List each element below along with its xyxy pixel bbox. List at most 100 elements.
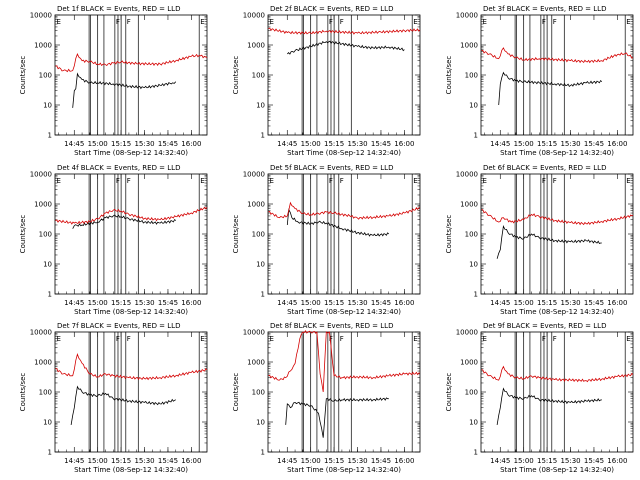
series-line-events — [496, 387, 602, 425]
plot-frame — [54, 173, 208, 295]
y-tick-label: 10 — [43, 102, 52, 110]
x-tick-label: 15:15 — [537, 140, 557, 148]
x-tick-label: 15:15 — [111, 299, 131, 307]
series-line-events — [287, 40, 405, 55]
y-tick-label: 1 — [48, 291, 52, 299]
x-tick-label: 15:30 — [560, 140, 580, 148]
y-tick-label: 10 — [43, 419, 52, 427]
y-tick-label: 10000 — [30, 171, 52, 179]
y-tick-label: 1000 — [34, 42, 52, 50]
flag-label: E — [413, 18, 417, 26]
flag-label: F — [116, 177, 120, 185]
x-tick-label: 14:45 — [490, 457, 510, 465]
x-tick-label: 15:45 — [584, 140, 604, 148]
flag-label: F — [340, 335, 344, 343]
x-tick-label: 15:00 — [514, 457, 534, 465]
x-tick-label: 15:15 — [111, 140, 131, 148]
flag-label: F — [329, 18, 333, 26]
y-tick-label: 100 — [465, 72, 478, 80]
series-line-lld — [481, 209, 634, 226]
x-axis-label: Start Time (08-Sep-12 14:32:40) — [74, 308, 188, 316]
x-tick-label: 15:45 — [371, 457, 391, 465]
flag-label: F — [116, 18, 120, 26]
y-tick-label: 1 — [474, 132, 478, 140]
y-axis-label: Counts/sec — [232, 56, 240, 95]
x-tick-label: 16:00 — [181, 140, 201, 148]
flag-label: F — [127, 335, 131, 343]
y-axis-label: Counts/sec — [445, 373, 453, 412]
flag-label: E — [57, 177, 61, 185]
plot-frame — [480, 14, 634, 136]
x-tick-label: 15:45 — [158, 457, 178, 465]
y-axis-label: Counts/sec — [445, 56, 453, 95]
series-line-lld — [268, 330, 421, 393]
x-tick-label: 15:00 — [301, 457, 321, 465]
flag-label: F — [329, 177, 333, 185]
y-tick-label: 10 — [43, 261, 52, 269]
flag-label: F — [553, 335, 557, 343]
x-axis-label: Start Time (08-Sep-12 14:32:40) — [287, 149, 401, 157]
x-tick-label: 15:15 — [537, 457, 557, 465]
flag-label: E — [626, 335, 630, 343]
x-tick-label: 15:15 — [324, 457, 344, 465]
y-axis-label: Counts/sec — [232, 373, 240, 412]
x-axis-label: Start Time (08-Sep-12 14:32:40) — [287, 466, 401, 474]
series-line-lld — [481, 365, 634, 383]
y-tick-label: 1 — [261, 449, 265, 457]
y-tick-label: 100 — [465, 231, 478, 239]
x-axis-label: Start Time (08-Sep-12 14:32:40) — [74, 466, 188, 474]
x-tick-label: 15:15 — [537, 299, 557, 307]
x-tick-label: 15:00 — [88, 299, 108, 307]
flag-label: F — [553, 18, 557, 26]
x-tick-label: 15:00 — [301, 140, 321, 148]
flag-label: E — [483, 177, 487, 185]
x-axis-label: Start Time (08-Sep-12 14:32:40) — [500, 466, 614, 474]
series-line-events — [496, 224, 602, 259]
x-tick-label: 15:30 — [134, 457, 154, 465]
plot-frame — [480, 173, 634, 295]
x-tick-label: 15:30 — [560, 299, 580, 307]
y-tick-label: 1000 — [247, 42, 265, 50]
series-line-lld — [55, 352, 208, 381]
y-tick-label: 100 — [252, 389, 265, 397]
y-tick-label: 1000 — [460, 201, 478, 209]
x-tick-label: 16:00 — [607, 140, 627, 148]
plot-frame — [267, 331, 421, 453]
y-tick-label: 100 — [39, 231, 52, 239]
x-tick-label: 16:00 — [607, 299, 627, 307]
panel-title: Det 8f BLACK = Events, RED = LLD — [270, 322, 393, 330]
y-tick-label: 100 — [465, 389, 478, 397]
x-tick-label: 16:00 — [181, 299, 201, 307]
x-tick-label: 14:45 — [277, 299, 297, 307]
flag-label: E — [483, 335, 487, 343]
x-tick-label: 15:45 — [584, 457, 604, 465]
plot-frame — [267, 173, 421, 295]
x-tick-label: 15:45 — [584, 299, 604, 307]
panel-title: Det 7f BLACK = Events, RED = LLD — [57, 322, 180, 330]
x-tick-label: 15:00 — [514, 140, 534, 148]
series-line-events — [286, 208, 390, 237]
series-line-lld — [268, 201, 421, 220]
y-tick-label: 1000 — [247, 201, 265, 209]
y-tick-label: 10 — [256, 261, 265, 269]
panel-det-7: Det 7f BLACK = Events, RED = LLD 1 10 100 10… — [19, 322, 208, 474]
flag-label: E — [57, 335, 61, 343]
flag-label: E — [270, 177, 274, 185]
y-tick-label: 1000 — [34, 359, 52, 367]
panel-det-8: Det 8f BLACK = Events, RED = LLD 1 10 100 10… — [232, 322, 421, 474]
panel-det-4: Det 4f BLACK = Events, RED = LLD 1 10 100 10… — [19, 164, 208, 316]
flag-label: F — [542, 177, 546, 185]
flag-label: F — [127, 177, 131, 185]
y-tick-label: 1000 — [34, 201, 52, 209]
x-tick-label: 15:15 — [111, 457, 131, 465]
x-tick-label: 15:30 — [347, 457, 367, 465]
flag-label: F — [127, 18, 131, 26]
y-tick-label: 1 — [474, 449, 478, 457]
flag-label: E — [483, 18, 487, 26]
x-tick-label: 14:45 — [277, 457, 297, 465]
flag-label: E — [200, 335, 204, 343]
panel-det-5: Det 5f BLACK = Events, RED = LLD 1 10 100 10… — [232, 164, 421, 316]
flag-label: F — [340, 177, 344, 185]
y-tick-label: 1 — [48, 132, 52, 140]
x-tick-label: 15:30 — [347, 140, 367, 148]
